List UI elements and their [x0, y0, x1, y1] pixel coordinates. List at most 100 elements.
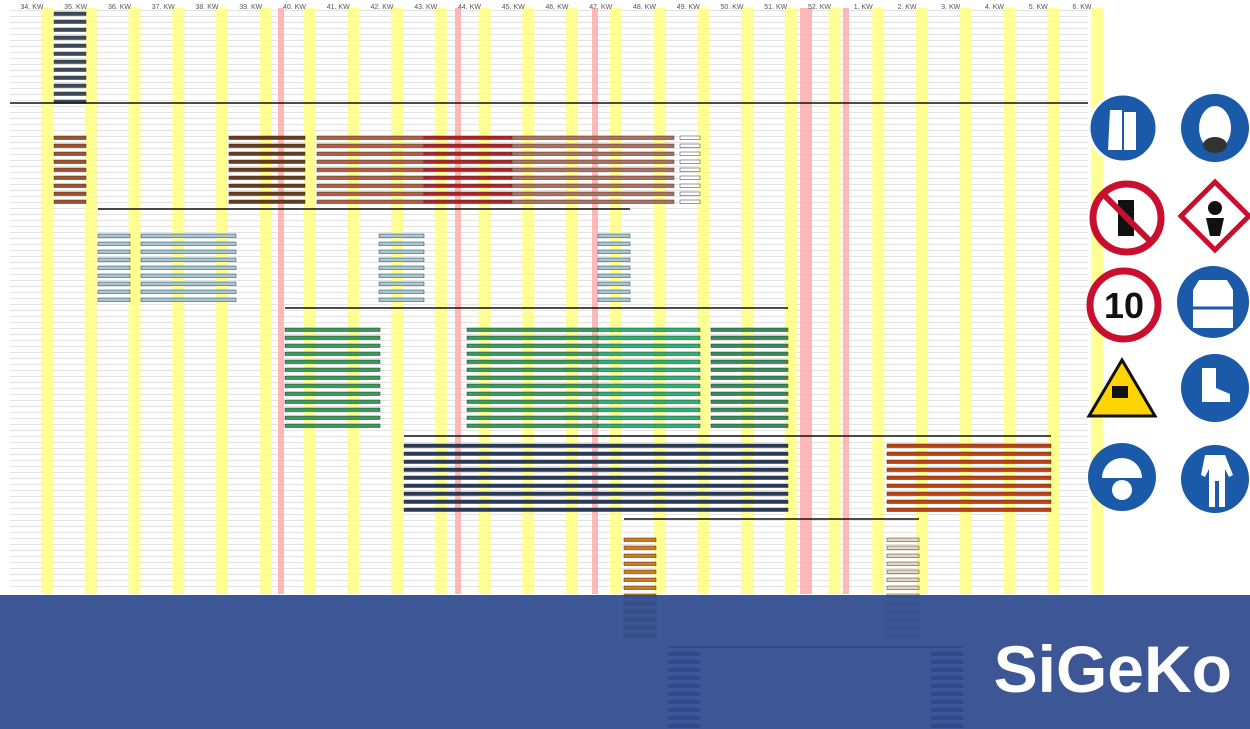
task-bar — [97, 273, 131, 278]
task-bar — [97, 233, 131, 238]
task-bar — [97, 257, 131, 262]
week-stripe — [1003, 8, 1016, 594]
task-bar — [597, 241, 631, 246]
hazard-diamond — [1177, 178, 1250, 254]
task-bar — [597, 423, 701, 428]
task-bar — [623, 561, 657, 566]
week-stripe — [84, 8, 97, 594]
week-label: 2. KW — [897, 4, 916, 11]
task-bar — [597, 375, 701, 380]
task-bar — [53, 191, 87, 196]
brand-banner — [0, 595, 1250, 729]
task-bar — [710, 383, 789, 388]
task-bar — [886, 545, 920, 550]
task-bar — [597, 281, 631, 286]
task-bar — [316, 183, 425, 188]
task-bar — [466, 359, 599, 364]
task-bar — [710, 399, 789, 404]
task-bar — [53, 151, 87, 156]
task-bar — [53, 27, 87, 32]
task-bar — [53, 59, 87, 64]
task-bar — [623, 553, 657, 558]
task-bar — [403, 467, 789, 472]
task-bar — [403, 443, 789, 448]
week-label: 39. KW — [239, 4, 262, 11]
week-stripe — [566, 8, 578, 594]
task-bar — [597, 335, 701, 340]
task-bar — [403, 483, 789, 488]
task-bar — [886, 577, 920, 582]
task-bar — [378, 249, 425, 254]
task-bar — [97, 297, 131, 302]
task-bar — [316, 135, 425, 140]
week-label: 41. KW — [327, 4, 350, 11]
week-stripe — [872, 8, 885, 594]
week-label: 49. KW — [677, 4, 700, 11]
task-bar — [623, 537, 657, 542]
task-bar — [140, 233, 237, 238]
week-label: 48. KW — [633, 4, 656, 11]
task-bar — [53, 11, 87, 16]
task-bar — [53, 19, 87, 24]
task-bar — [710, 359, 789, 364]
task-bar — [53, 83, 87, 88]
task-bar — [466, 423, 599, 428]
task-bar — [710, 423, 789, 428]
task-bar — [511, 183, 675, 188]
task-bar — [284, 391, 381, 396]
vest-sign — [1177, 266, 1249, 338]
task-bar — [679, 151, 701, 156]
task-bar — [597, 327, 701, 332]
week-label: 3. KW — [941, 4, 960, 11]
task-bar — [140, 281, 237, 286]
week-stripe — [41, 8, 53, 594]
week-stripe — [259, 8, 272, 594]
task-bar — [53, 43, 87, 48]
task-bar — [284, 407, 381, 412]
task-bar — [284, 383, 381, 388]
task-bar — [423, 143, 513, 148]
task-bar — [228, 183, 306, 188]
week-label: 47. KW — [589, 4, 612, 11]
task-bar — [97, 289, 131, 294]
week-label: 42. KW — [371, 4, 394, 11]
task-bar — [423, 135, 513, 140]
task-bar — [403, 459, 789, 464]
task-bar — [378, 233, 425, 238]
task-bar — [53, 199, 87, 204]
task-bar — [511, 135, 675, 140]
task-bar — [597, 351, 701, 356]
week-stripe — [128, 8, 141, 594]
task-bar — [316, 167, 425, 172]
task-bar — [679, 191, 701, 196]
week-stripe — [784, 8, 797, 594]
week-label: 35. KW — [64, 4, 87, 11]
task-bar — [403, 507, 789, 512]
task-bar — [53, 75, 87, 80]
task-bar — [466, 367, 599, 372]
task-bar — [228, 191, 306, 196]
task-bar — [228, 159, 306, 164]
holiday-stripe — [455, 8, 461, 594]
task-bar — [378, 281, 425, 286]
task-bar — [228, 175, 306, 180]
task-bar — [378, 289, 425, 294]
task-bar — [597, 367, 701, 372]
task-bar — [53, 183, 87, 188]
task-bar — [316, 143, 425, 148]
task-bar — [316, 191, 425, 196]
task-bar — [140, 249, 237, 254]
task-bar — [423, 159, 513, 164]
task-bar — [511, 143, 675, 148]
week-stripe — [959, 8, 972, 594]
task-bar — [423, 151, 513, 156]
task-bar — [710, 391, 789, 396]
task-bar — [886, 569, 920, 574]
task-bar — [466, 415, 599, 420]
task-bar — [710, 415, 789, 420]
task-bar — [228, 151, 306, 156]
task-bar — [140, 273, 237, 278]
week-label: 37. KW — [152, 4, 175, 11]
task-bar — [53, 159, 87, 164]
